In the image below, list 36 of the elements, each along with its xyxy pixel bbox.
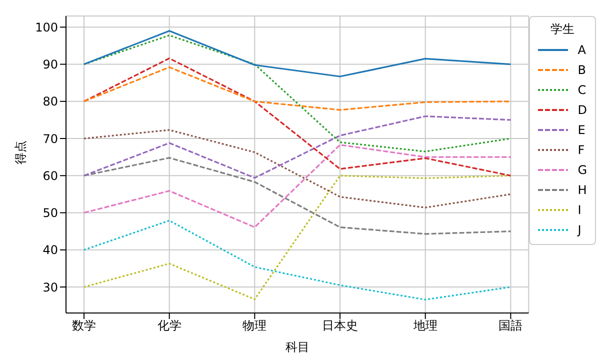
line-series [83, 144, 512, 228]
x-tick-label: 地理 [412, 318, 438, 333]
legend-label: D [578, 103, 587, 117]
y-axis-title: 得点 [13, 140, 28, 164]
y-tick-label: 30 [42, 280, 58, 294]
line-series [83, 30, 512, 78]
line-series [83, 66, 512, 111]
legend-label: F [578, 143, 585, 157]
y-tick-label: 60 [42, 168, 58, 183]
line-series [83, 220, 512, 300]
legend-label: G [578, 163, 587, 177]
legend-label: E [578, 123, 586, 137]
x-tick-label: 化学 [157, 318, 182, 333]
line-series [83, 157, 512, 235]
legend-label: A [578, 43, 586, 57]
y-tick-label: 50 [42, 206, 58, 220]
legend-label: B [578, 63, 586, 77]
x-tick-label: 数学 [72, 318, 96, 333]
x-tick-label: 日本史 [322, 318, 358, 333]
y-tick-label: 100 [35, 20, 58, 34]
legend-label: J [578, 223, 582, 237]
line-series [83, 58, 512, 176]
y-tick-label: 90 [42, 58, 58, 72]
legend-title: 学生 [549, 21, 576, 38]
x-tick-label: 国語 [498, 318, 523, 333]
y-tick-label: 80 [42, 94, 58, 109]
x-axis-title: 科目 [285, 340, 310, 354]
legend-label: H [578, 183, 587, 197]
line-series [83, 129, 512, 208]
legend-label: C [578, 83, 586, 97]
line-series [83, 174, 512, 300]
y-tick-label: 40 [42, 243, 58, 258]
x-tick-label: 物理 [242, 318, 267, 333]
y-tick-label: 70 [42, 132, 58, 146]
line-series [83, 115, 512, 179]
legend-label: I [578, 203, 582, 217]
